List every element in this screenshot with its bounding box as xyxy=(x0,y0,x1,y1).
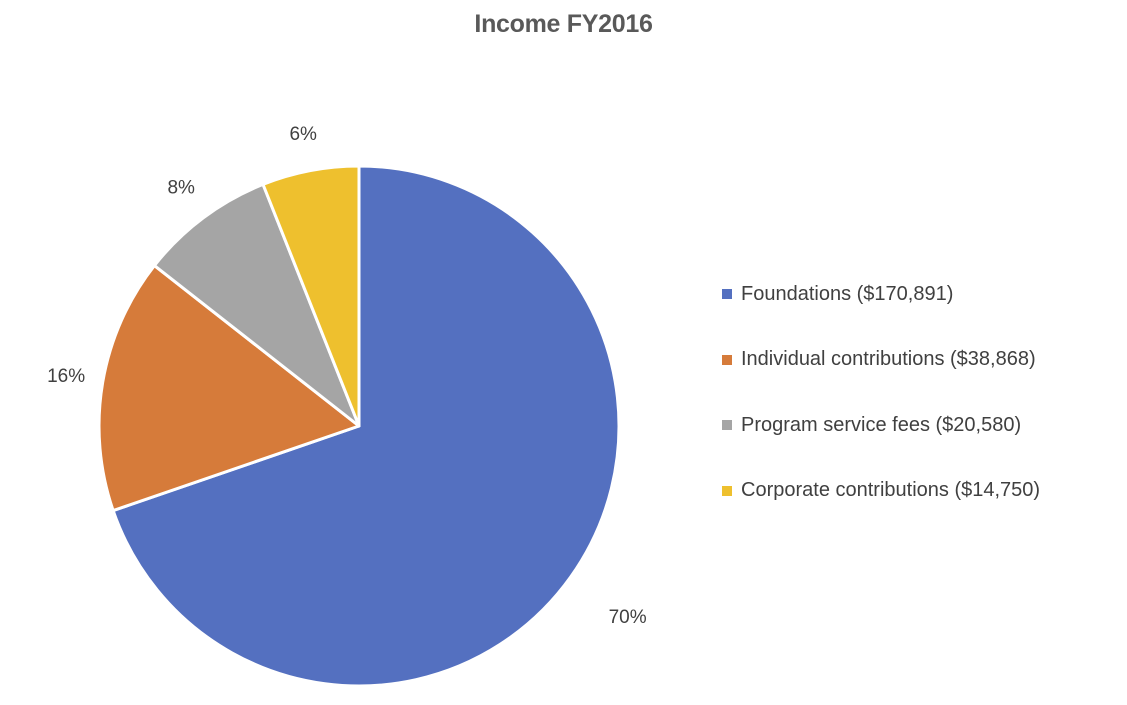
legend-item-1: Foundations ($170,891) xyxy=(722,278,1122,310)
pie-slices xyxy=(97,164,621,688)
pie-slice-1 xyxy=(111,164,621,688)
legend-label: Individual contributions ($38,868) xyxy=(741,348,1036,370)
legend-swatch xyxy=(722,485,732,496)
legend-label: Corporate contributions ($14,750) xyxy=(741,479,1041,501)
legend-swatch xyxy=(722,354,732,365)
pie-slice-3 xyxy=(152,182,361,428)
chart-title: Income FY2016 xyxy=(474,10,653,38)
pie-slice-label-3: 8% xyxy=(167,178,195,199)
pie-labels: 70% 16% 8% 6% xyxy=(47,124,647,628)
legend: Foundations ($170,891) Individual contrib… xyxy=(722,278,1122,540)
legend-item-2: Individual contributions ($38,868) xyxy=(722,344,1122,376)
pie-slice-label-1: 70% xyxy=(609,607,647,628)
legend-label: Program service fees ($20,580) xyxy=(741,413,1022,436)
pie-slice-4 xyxy=(261,164,361,428)
pie-slice-2 xyxy=(97,264,361,513)
legend-item-3: Program service fees ($20,580) xyxy=(722,409,1122,441)
pie-slice-label-2: 16% xyxy=(47,366,85,387)
legend-swatch xyxy=(722,289,732,299)
legend-swatch xyxy=(722,420,732,430)
pie-slice-label-4: 6% xyxy=(289,124,317,145)
legend-item-4: Corporate contributions ($14,750) xyxy=(722,475,1122,507)
legend-label: Foundations ($170,891) xyxy=(741,282,954,305)
